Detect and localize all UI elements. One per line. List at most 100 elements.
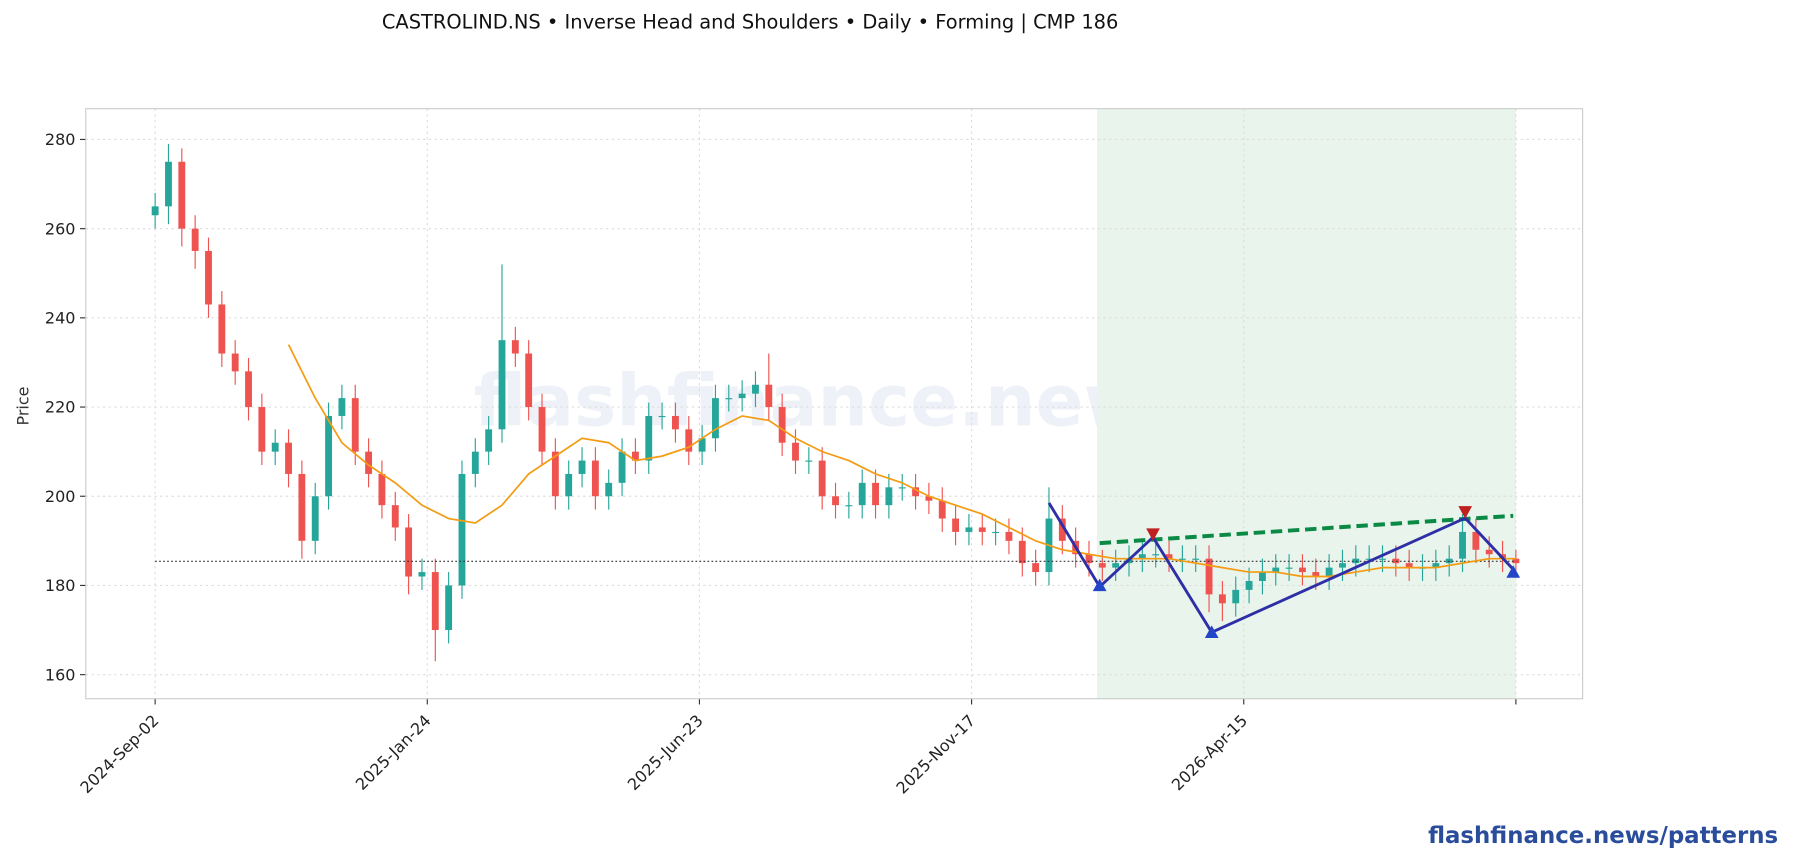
candle-body [1152, 554, 1160, 556]
candle-body [885, 487, 893, 506]
candle-body [818, 460, 826, 497]
candle-body [671, 415, 679, 430]
candle-body [365, 451, 373, 474]
candle-body [685, 429, 693, 452]
candle-body [898, 487, 906, 489]
candle-body [805, 460, 813, 462]
candle-body [1432, 563, 1440, 568]
candle-body [298, 473, 306, 541]
candle-body [1258, 572, 1266, 581]
candle-body [1232, 589, 1240, 604]
candle-body [431, 572, 439, 631]
candle-body [631, 451, 639, 461]
candle-body [1192, 558, 1200, 560]
y-tick-label: 220 [45, 398, 76, 417]
candle-body [925, 496, 933, 501]
candle-body [258, 407, 266, 452]
candle-body [325, 415, 332, 497]
candle-body [965, 527, 973, 532]
peak-marker [1146, 528, 1160, 542]
candle-body [1245, 580, 1253, 590]
pattern-region [1096, 108, 1516, 699]
candle-body [952, 518, 960, 532]
candle-body [1178, 558, 1186, 560]
candle-body [351, 398, 359, 452]
candle-body [1472, 531, 1480, 550]
candle-body [271, 442, 279, 452]
candle-body [858, 482, 866, 506]
y-tick-label: 180 [45, 576, 76, 595]
candle-body [498, 340, 506, 430]
candle-body [165, 161, 172, 207]
pattern-line [1047, 502, 1515, 635]
candle-body [738, 393, 746, 399]
candle-body [832, 496, 839, 506]
candle-body [605, 482, 613, 497]
candle-body [1005, 531, 1013, 541]
candle-body [285, 442, 292, 474]
candle-body [178, 161, 186, 229]
candle-body [1218, 594, 1226, 604]
candle-body [378, 473, 386, 506]
candle-body [391, 505, 399, 528]
candle-body [752, 384, 759, 394]
candle-body [645, 415, 653, 461]
candle-body [765, 384, 773, 408]
trough-marker [1506, 565, 1521, 578]
candle-body [338, 398, 346, 416]
candle-body [1165, 554, 1173, 559]
candle-body [1285, 567, 1293, 569]
watermark: flashfinance.news [474, 359, 1191, 442]
candle-body [1459, 531, 1466, 559]
candle-body [1018, 540, 1026, 564]
candle-body [912, 487, 919, 497]
candle-body [1272, 567, 1280, 573]
candle-body [525, 353, 533, 408]
neckline [1099, 513, 1514, 546]
trough-marker [1204, 625, 1219, 638]
candle-body [698, 438, 706, 452]
candle-body [1085, 554, 1093, 564]
candle-body [792, 442, 799, 461]
candle-body [778, 407, 786, 443]
candle-body [405, 527, 413, 577]
candle-body [618, 451, 626, 483]
y-axis-label: Price [14, 386, 33, 425]
plot-frame [85, 108, 1584, 700]
candle-body [511, 340, 519, 354]
candle-body [1299, 567, 1306, 573]
candle-body [538, 407, 546, 452]
y-tick-label: 160 [45, 665, 76, 684]
candle-body [565, 473, 573, 497]
candle-body [445, 585, 453, 631]
candle-body [485, 429, 493, 452]
candle-body [151, 206, 159, 216]
candle-body [1405, 563, 1413, 568]
candle-body [872, 482, 879, 506]
candle-body [1339, 563, 1346, 568]
chart-title: CASTROLIND.NS • Inverse Head and Shoulde… [382, 11, 1119, 34]
candle-body [1365, 558, 1373, 560]
candle-body [218, 304, 226, 354]
y-tick-label: 260 [45, 219, 76, 238]
candle-body [245, 371, 252, 408]
candle-body [1138, 554, 1146, 559]
candle-body [1112, 563, 1120, 568]
candle-body [551, 451, 559, 497]
candle-body [1032, 563, 1040, 573]
candle-body [311, 496, 319, 541]
candle-body [471, 451, 479, 474]
footer: flashfinance.news/patterns [1428, 823, 1778, 849]
peak-marker [1458, 506, 1473, 519]
candle-body [1379, 558, 1386, 560]
candle-body [1485, 549, 1493, 555]
candle-body [938, 500, 946, 519]
candle-body [458, 473, 466, 586]
candle-body [725, 398, 733, 400]
candle-body [418, 572, 426, 577]
candle-body [712, 398, 719, 439]
candle-body [1325, 567, 1333, 577]
candle-body [231, 353, 239, 372]
candle-body [1205, 558, 1213, 595]
